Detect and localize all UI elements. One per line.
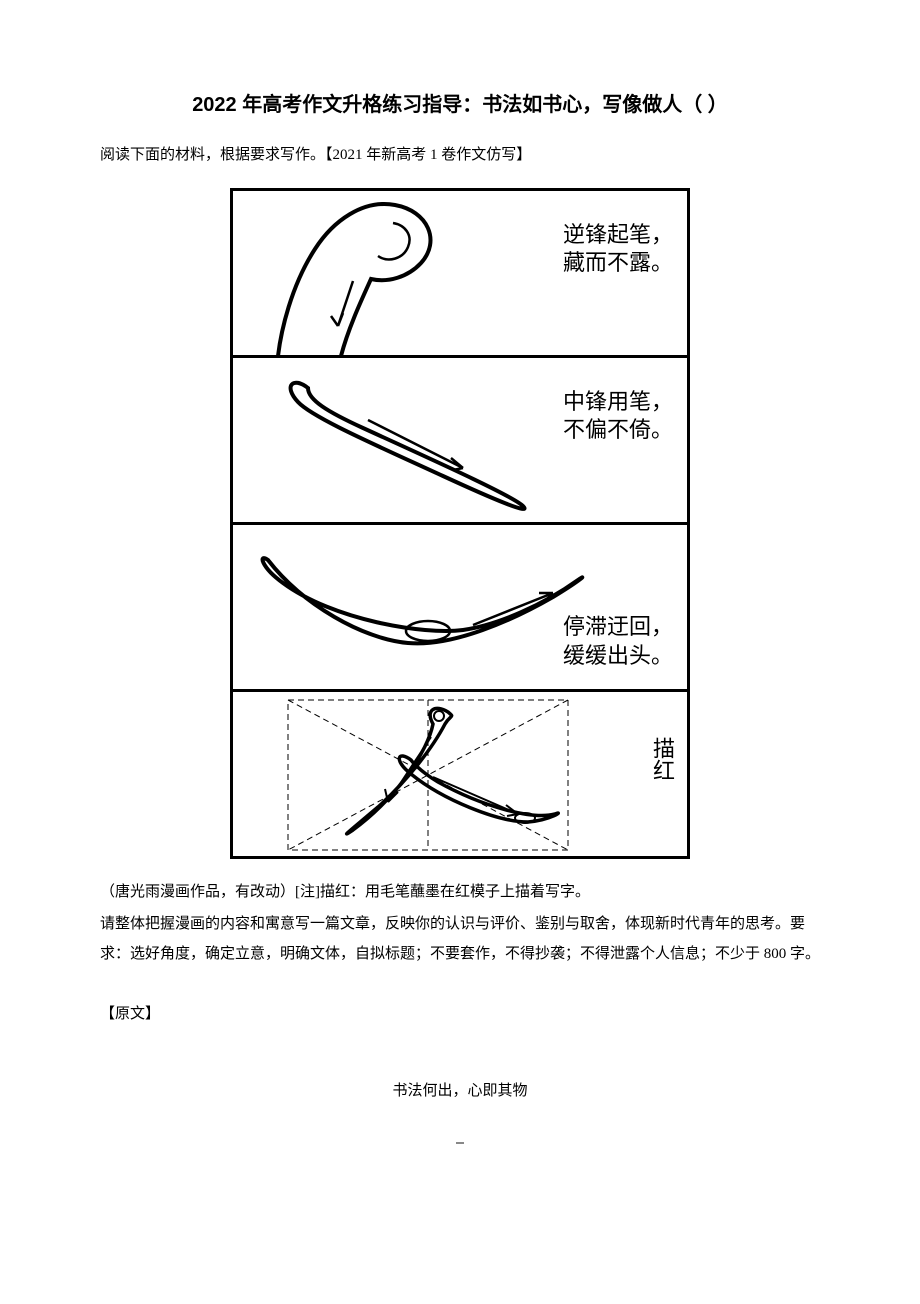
panel-3-line2: 缓缓出头。 <box>563 643 673 668</box>
panel-1-line1: 逆锋起笔， <box>563 222 673 247</box>
intro-text: 阅读下面的材料，根据要求写作。【2021 年新高考 1 卷作文仿写】 <box>100 141 820 170</box>
stroke-4-svg <box>233 692 603 857</box>
comic-strip: 逆锋起笔， 藏而不露。 中锋用笔， 不偏不倚。 停滞迂回， 缓缓出头。 <box>230 188 690 859</box>
panel-3-text: 停滞迂回， 缓缓出头。 <box>563 613 673 670</box>
comic-panel-2: 中锋用笔， 不偏不倚。 <box>230 355 690 525</box>
essay-title: 书法何出，心即其物 <box>100 1079 820 1100</box>
panel-4-text: 描红 <box>651 737 673 781</box>
panel-1-text: 逆锋起笔， 藏而不露。 <box>563 221 673 278</box>
page-center-mark <box>456 1142 464 1144</box>
panel-2-line1: 中锋用笔， <box>563 389 673 414</box>
panel-3-line1: 停滞迂回， <box>563 614 673 639</box>
panel-1-line2: 藏而不露。 <box>563 250 673 275</box>
comic-panel-4: 描红 <box>230 689 690 859</box>
comic-panel-1: 逆锋起笔， 藏而不露。 <box>230 188 690 358</box>
comic-panel-3: 停滞迂回， 缓缓出头。 <box>230 522 690 692</box>
section-heading: 【原文】 <box>100 999 820 1029</box>
footnote-text: （唐光雨漫画作品，有改动）[注]描红：用毛笔蘸墨在红模子上描着写字。 <box>100 877 820 907</box>
instructions-text: 请整体把握漫画的内容和寓意写一篇文章，反映你的认识与评价、鉴别与取舍，体现新时代… <box>100 909 820 969</box>
stroke-1-svg <box>233 191 483 356</box>
page-title: 2022 年高考作文升格练习指导：书法如书心，写像做人（ ） <box>100 88 820 117</box>
panel-2-line2: 不偏不倚。 <box>563 417 673 442</box>
stroke-2-svg <box>233 358 543 523</box>
panel-2-text: 中锋用笔， 不偏不倚。 <box>563 388 673 445</box>
stroke-3-svg <box>233 525 593 690</box>
